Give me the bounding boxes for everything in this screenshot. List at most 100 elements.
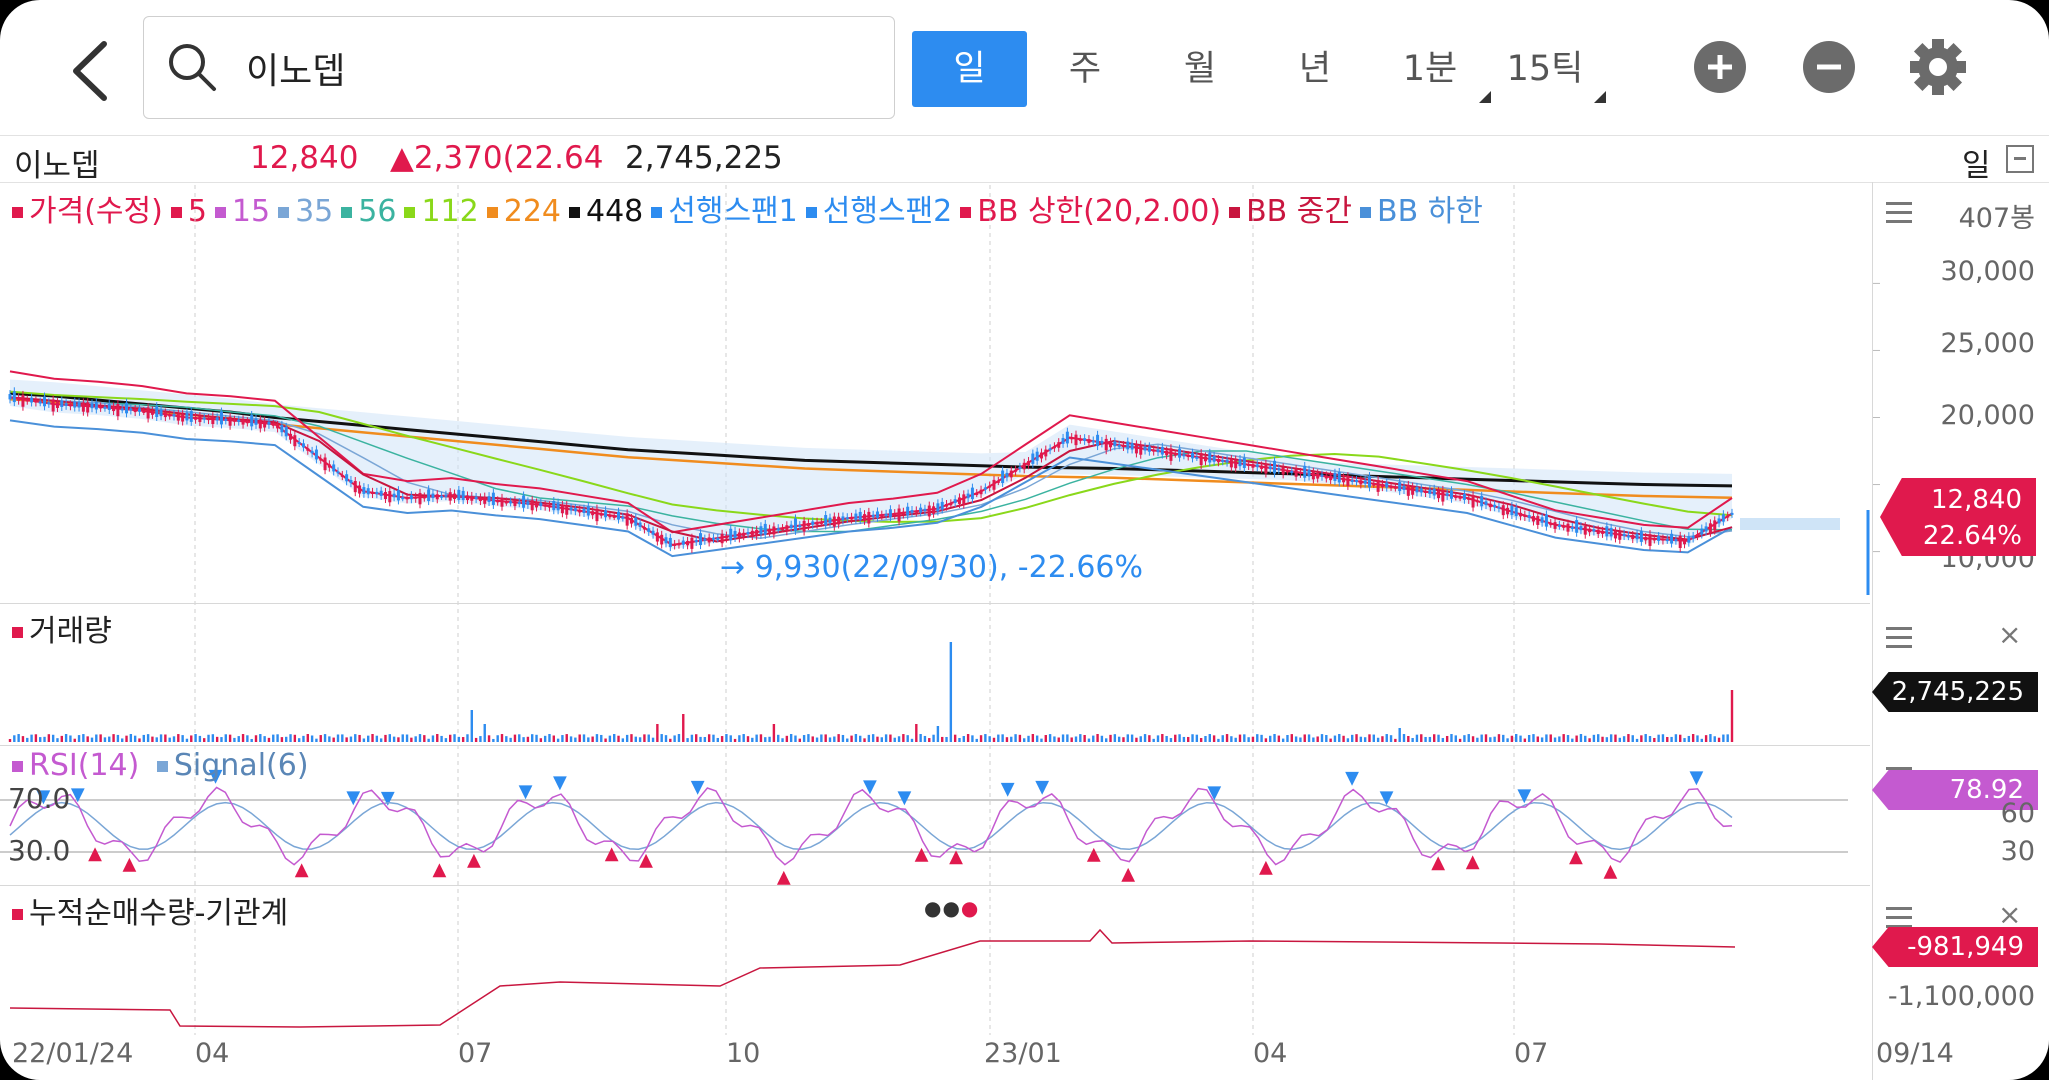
tab-1min[interactable]: 1분 xyxy=(1375,31,1491,107)
volume-bar xyxy=(1040,738,1043,742)
volume-bar xyxy=(841,734,845,742)
volume-bar xyxy=(677,734,681,742)
candle-body xyxy=(1622,533,1626,537)
candle-body xyxy=(703,538,707,541)
candle-body xyxy=(793,518,797,531)
volume-bar xyxy=(777,734,780,742)
search-box[interactable] xyxy=(143,16,895,119)
volume-bar xyxy=(1230,736,1233,742)
back-arrow-icon[interactable] xyxy=(62,36,122,106)
candle-body xyxy=(1670,533,1674,544)
volume-bar xyxy=(233,737,236,742)
candle-body xyxy=(1182,454,1186,457)
settings-gear-icon[interactable] xyxy=(1908,37,1968,97)
candle-body xyxy=(1005,472,1009,478)
candle-body xyxy=(1367,476,1371,488)
volume-bar xyxy=(1415,734,1419,742)
inst-close-icon[interactable]: × xyxy=(1998,898,2022,931)
candle-body xyxy=(1363,480,1367,484)
volume-bar xyxy=(1476,737,1479,742)
candle-body xyxy=(1609,527,1613,537)
tab-month[interactable]: 월 xyxy=(1183,49,1217,89)
volume-bar xyxy=(716,737,719,742)
candle-body xyxy=(219,411,223,425)
volume-bar xyxy=(543,735,547,742)
volume-bar xyxy=(319,735,322,742)
zoom-in-button[interactable] xyxy=(1690,37,1750,97)
volume-bar xyxy=(1704,735,1708,742)
volume-bar xyxy=(1420,734,1423,742)
volume-bar xyxy=(159,734,163,742)
candle-body xyxy=(90,403,94,409)
zoom-out-button[interactable] xyxy=(1799,37,1859,97)
volume-bar xyxy=(310,735,314,742)
candle-body xyxy=(1536,516,1540,525)
volume-bar xyxy=(246,735,249,742)
candle-body xyxy=(293,435,297,447)
volume-panel-menu-icon[interactable] xyxy=(1886,627,1912,654)
candle-body xyxy=(802,520,806,532)
search-input[interactable] xyxy=(244,39,848,97)
rsi-buy-arrow: ▲ xyxy=(1603,860,1617,881)
volume-bar xyxy=(1217,738,1220,742)
volume-bar xyxy=(1368,734,1371,742)
candle-body xyxy=(146,407,150,419)
candle-body xyxy=(668,537,672,548)
tab-15tick[interactable]: 15틱 xyxy=(1490,31,1606,107)
candle-body xyxy=(383,491,387,500)
rsi-buy-arrow: ▲ xyxy=(949,846,963,867)
candle-body xyxy=(17,397,21,401)
price-panel-menu-icon[interactable] xyxy=(1886,202,1912,229)
candle-body xyxy=(47,402,51,405)
volume-bar xyxy=(1722,734,1725,742)
volume-bar xyxy=(1376,737,1380,742)
low-price-annotation: → 9,930(22/09/30), -22.66% xyxy=(720,550,1144,585)
candle-body xyxy=(496,500,500,503)
candle-body xyxy=(578,509,582,513)
candle-body xyxy=(366,488,370,495)
volume-bar xyxy=(133,735,137,742)
candle-body xyxy=(353,481,357,493)
volume-bar xyxy=(1130,734,1134,742)
legend-swatch xyxy=(278,207,290,218)
volume-label: 거래량 xyxy=(12,606,112,650)
volume-bar xyxy=(1532,734,1535,742)
tab-day[interactable]: 일 xyxy=(912,31,1027,107)
volume-bar xyxy=(241,734,245,742)
candle-body xyxy=(245,421,249,424)
volume-close-icon[interactable]: × xyxy=(1998,618,2022,651)
volume-bar xyxy=(1212,735,1216,742)
candle-body xyxy=(1648,534,1652,546)
legend-swatch xyxy=(1360,207,1371,218)
volume-bar xyxy=(207,734,210,742)
volume-bar xyxy=(1536,736,1539,742)
ma35-line xyxy=(9,396,1733,539)
candle-body xyxy=(850,516,854,520)
rsi-sell-arrow: ▼ xyxy=(346,787,360,808)
candle-body xyxy=(1385,482,1389,488)
more-dots-icon[interactable]: ●●● xyxy=(924,896,980,920)
inst-panel-menu-icon[interactable] xyxy=(1886,907,1912,934)
last-price-badge-change: 22.64% xyxy=(1922,521,2022,551)
candle-body xyxy=(362,487,366,494)
legend-swatch xyxy=(341,207,353,218)
candle-body xyxy=(1665,539,1669,542)
quote-bar: 이노뎁 12,840 ▲2,370(22.64 2,745,225 일 xyxy=(0,136,2049,184)
tab-year[interactable]: 년 xyxy=(1298,49,1332,89)
candle-body xyxy=(129,408,133,411)
volume-bar xyxy=(949,642,953,742)
expand-icon[interactable] xyxy=(2005,144,2035,174)
volume-bar xyxy=(13,735,16,742)
tab-week[interactable]: 주 xyxy=(1068,49,1102,89)
candle-body xyxy=(875,511,879,518)
rsi-sell-arrow: ▼ xyxy=(1035,776,1049,797)
candle-body xyxy=(271,423,275,426)
x-tick: 07 xyxy=(458,1038,493,1069)
volume-bar xyxy=(142,734,145,742)
candle-body xyxy=(1415,486,1419,493)
candle-body xyxy=(552,501,556,511)
candle-body xyxy=(949,503,953,506)
x-tick: 22/01/24 xyxy=(12,1038,134,1069)
volume-bar xyxy=(1105,738,1108,742)
